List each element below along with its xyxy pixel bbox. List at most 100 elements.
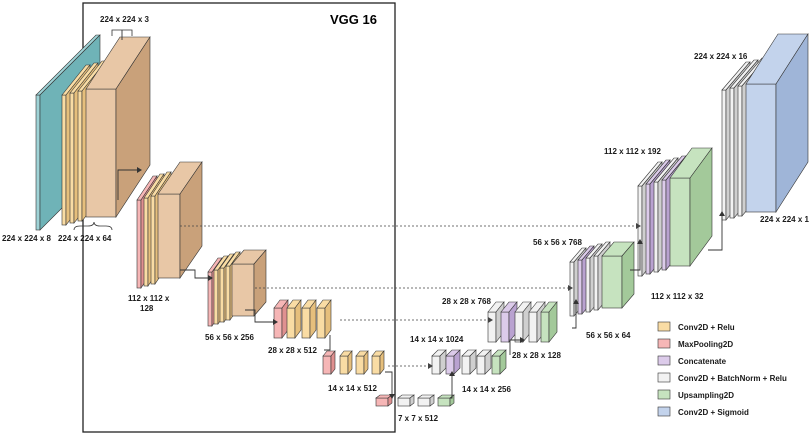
bottleneck-conv-b-front: [417, 397, 431, 407]
enc5-pool: [322, 350, 336, 375]
enc3-conv-a-front: [213, 269, 219, 325]
connector-enc3-enc4: [245, 309, 273, 323]
arrowhead-out: [719, 211, 725, 216]
legend-label: Upsampling2D: [678, 391, 734, 400]
out-conv-b-front: [729, 87, 735, 219]
skip-arrowhead-dec2: [488, 317, 493, 323]
layer-blocks: [35, 32, 809, 407]
enc3-conv-c-front: [225, 265, 231, 321]
legend-swatch: [657, 355, 671, 366]
enc2-pool-front: [136, 199, 142, 289]
dec4-up: [669, 147, 713, 267]
skip-arrowhead-dec3: [568, 285, 573, 291]
dec4-up-side: [689, 147, 713, 267]
enc5-conv-a: [339, 350, 353, 375]
dec1-concat-a-front: [431, 355, 441, 375]
enc2-conv-b-front: [150, 195, 156, 285]
label-out-top: 224 x 224 x 16: [694, 52, 748, 61]
arrowhead-dec3: [573, 299, 579, 304]
label-dec2-top: 28 x 28 x 768: [442, 297, 491, 306]
label-input-8: 224 x 224 x 8: [2, 234, 51, 243]
label-out-right: 224 x 224 x 1: [760, 215, 809, 224]
enc5-pool-side: [330, 350, 336, 375]
legend-swatch: [657, 406, 671, 417]
label-enc4: 28 x 28 x 512: [268, 346, 317, 355]
dec3-up-side: [621, 241, 635, 309]
bottleneck-conv-b: [417, 394, 435, 407]
arrowhead-dec4: [637, 239, 643, 244]
enc2-base-front: [157, 193, 181, 279]
out-conv-c-front: [737, 85, 743, 217]
out-sigmoid-side: [775, 32, 809, 214]
legend-item: MaxPooling2D: [657, 338, 733, 349]
label-enc5: 14 x 14 x 512: [328, 384, 377, 393]
enc4-conv-c-front: [316, 307, 326, 339]
dec2-concat-b-front: [500, 311, 510, 343]
enc5-conv-c: [371, 350, 385, 375]
label-bottleneck: 7 x 7 x 512: [398, 414, 439, 423]
arrowhead-enc3: [208, 275, 213, 281]
label-dec2-right: 28 x 28 x 128: [512, 351, 561, 360]
enc5-conv-b-front: [355, 355, 365, 375]
enc1-base-side: [115, 35, 151, 219]
dec1-concat-b: [445, 349, 461, 375]
label-dec3-top: 56 x 56 x 768: [533, 238, 582, 247]
enc1-conv-a-front: [61, 94, 67, 226]
legend-item: Conv2D + Relu: [657, 321, 735, 332]
enc4-conv-c: [316, 299, 332, 339]
legend-label: MaxPooling2D: [678, 340, 733, 349]
enc5-conv-a-side: [347, 350, 353, 375]
legend-swatch: [657, 389, 671, 400]
label-dec4-top: 112 x 112 x 192: [604, 147, 662, 156]
label-dec4-bottom: 112 x 112 x 32: [651, 292, 704, 301]
enc4-conv-a: [286, 299, 302, 339]
enc5-pool-front: [322, 355, 332, 375]
dec1-up-front: [491, 355, 501, 375]
dec2-up-front: [540, 311, 550, 343]
enc1-bracket: [73, 221, 113, 231]
legend: Conv2D + Relu MaxPooling2D Concatenate Conv…: [657, 321, 787, 417]
connector-enc5-bottleneck: [385, 371, 393, 398]
enc4-conv-b-front: [301, 307, 311, 339]
enc5-conv-c-front: [371, 355, 381, 375]
legend-swatch: [657, 321, 671, 332]
enc5-conv-b-side: [363, 350, 369, 375]
bottleneck-pool: [375, 394, 393, 407]
enc3-base-front: [231, 263, 255, 317]
legend-swatch: [657, 338, 671, 349]
connector-bottleneck-dec1: [450, 372, 453, 399]
enc4-conv-a-front: [286, 307, 296, 339]
dec2-conv-a-front: [514, 311, 524, 343]
arrowhead-enc4: [273, 319, 278, 325]
dec1-up: [491, 349, 507, 375]
bottleneck-up: [437, 394, 455, 407]
dec1-conv-b-front: [476, 355, 486, 375]
enc1-base: [85, 35, 151, 219]
dec3-up-front: [601, 255, 623, 309]
legend-label: Conv2D + Relu: [678, 323, 735, 332]
dec3-conv-b-front: [593, 255, 599, 311]
label-dec3-bottom: 56 x 56 x 64: [586, 331, 631, 340]
input-slab-front: [35, 94, 41, 231]
dec4-conv-b-front: [661, 179, 667, 271]
dec3-concat-b-front: [577, 259, 583, 315]
arrowhead-dec2: [520, 337, 525, 343]
dec1-conv-a-side: [469, 349, 477, 375]
skip-arrowhead-dec1: [428, 363, 433, 369]
connector-dec3-dec4: [630, 240, 641, 271]
bottleneck-conv-b-side: [429, 394, 435, 407]
connector-dec2-dec3: [572, 300, 577, 329]
vgg16-title: VGG 16: [330, 12, 377, 27]
input-bracket: [111, 29, 133, 36]
connector-dec4-out: [708, 212, 723, 251]
legend-label: Conv2D + Sigmoid: [678, 408, 749, 417]
enc4-conv-c-side: [324, 299, 332, 339]
dec3-up: [601, 241, 635, 309]
out-sigmoid: [745, 32, 809, 214]
enc1-conv-c-front: [77, 90, 83, 222]
label-enc1: 224 x 224 x 64: [58, 234, 112, 243]
legend-item: Conv2D + Sigmoid: [657, 406, 749, 417]
legend-label: Concatenate: [678, 357, 727, 366]
